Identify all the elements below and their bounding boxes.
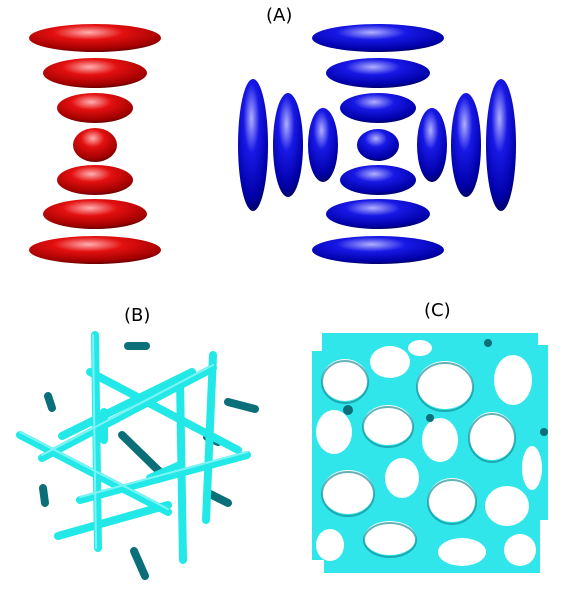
network-edge-gap [312, 333, 322, 351]
network-pore [438, 538, 486, 566]
blue-ellipsoid [308, 108, 338, 182]
pore-shadow [468, 413, 516, 463]
network-pore [370, 346, 410, 378]
blue-ellipsoid [486, 79, 516, 211]
blue-ellipsoid [273, 93, 303, 197]
blue-ellipsoid [326, 58, 430, 88]
panel-b-label: (B) [124, 305, 151, 326]
rod-highlight [92, 334, 97, 549]
network-dark-spot [484, 339, 492, 347]
red-ellipsoid [43, 199, 147, 229]
network-dark-spot [343, 405, 353, 415]
network-pore [363, 405, 413, 445]
network-edge-gap [538, 333, 548, 345]
network-pore [469, 412, 515, 460]
rod [118, 431, 164, 476]
rod-highlight [41, 364, 214, 456]
blue-ellipsoid [340, 165, 416, 195]
blue-ellipsoid [451, 93, 481, 197]
rod [58, 368, 196, 440]
network-pore [417, 361, 473, 409]
network-pore [422, 418, 458, 462]
panel-b-rods [16, 331, 259, 580]
rod [224, 398, 259, 413]
red-ellipsoid [57, 93, 133, 123]
panel-c-network [312, 333, 548, 573]
rod [76, 451, 251, 504]
network-edge-gap [540, 520, 548, 573]
rod [204, 489, 232, 507]
blue-ellipsoid [312, 24, 444, 52]
blue-ellipsoid [340, 93, 416, 123]
network-pore [522, 446, 542, 490]
network-pore [364, 521, 416, 555]
rod [39, 484, 49, 507]
red-ellipsoid [57, 165, 133, 195]
network-pore [316, 529, 344, 561]
blue-ellipsoid [238, 79, 268, 211]
network-pore [316, 410, 352, 454]
network-pore [504, 534, 536, 566]
pore-shadow [416, 362, 474, 412]
network-pore [428, 478, 476, 522]
rod [44, 392, 56, 412]
panel-a-red-stack [29, 24, 161, 264]
pore-shadow [321, 471, 375, 517]
pore-shadow [362, 406, 414, 448]
red-ellipsoid [73, 128, 117, 162]
network-pore [408, 340, 432, 356]
red-ellipsoid [43, 58, 147, 88]
rod [54, 501, 172, 540]
pore-shadow [321, 360, 369, 404]
panel-a-label: (A) [266, 5, 293, 26]
blue-ellipsoid [312, 236, 444, 264]
rod [86, 368, 242, 454]
network-dark-spot [540, 428, 548, 436]
blue-ellipsoid [326, 199, 430, 229]
network-dark-spot [426, 414, 434, 422]
rod [130, 547, 149, 580]
network-pore [485, 486, 529, 526]
network-edge-gap [312, 560, 324, 573]
network-pore [322, 470, 374, 514]
rod-highlight [19, 431, 169, 510]
rod-highlight [79, 451, 248, 498]
network-pore [494, 355, 532, 405]
blue-ellipsoid [417, 108, 447, 182]
pore-shadow [363, 522, 417, 558]
blue-ellipsoid [357, 129, 399, 161]
red-ellipsoid [29, 236, 161, 264]
red-ellipsoid [29, 24, 161, 52]
rod [38, 364, 217, 462]
panel-c-label: (C) [424, 300, 451, 321]
network-pore [385, 458, 419, 498]
pore-shadow [427, 479, 477, 525]
network-pore [322, 359, 368, 401]
panel-a-blue-cross [238, 24, 516, 264]
